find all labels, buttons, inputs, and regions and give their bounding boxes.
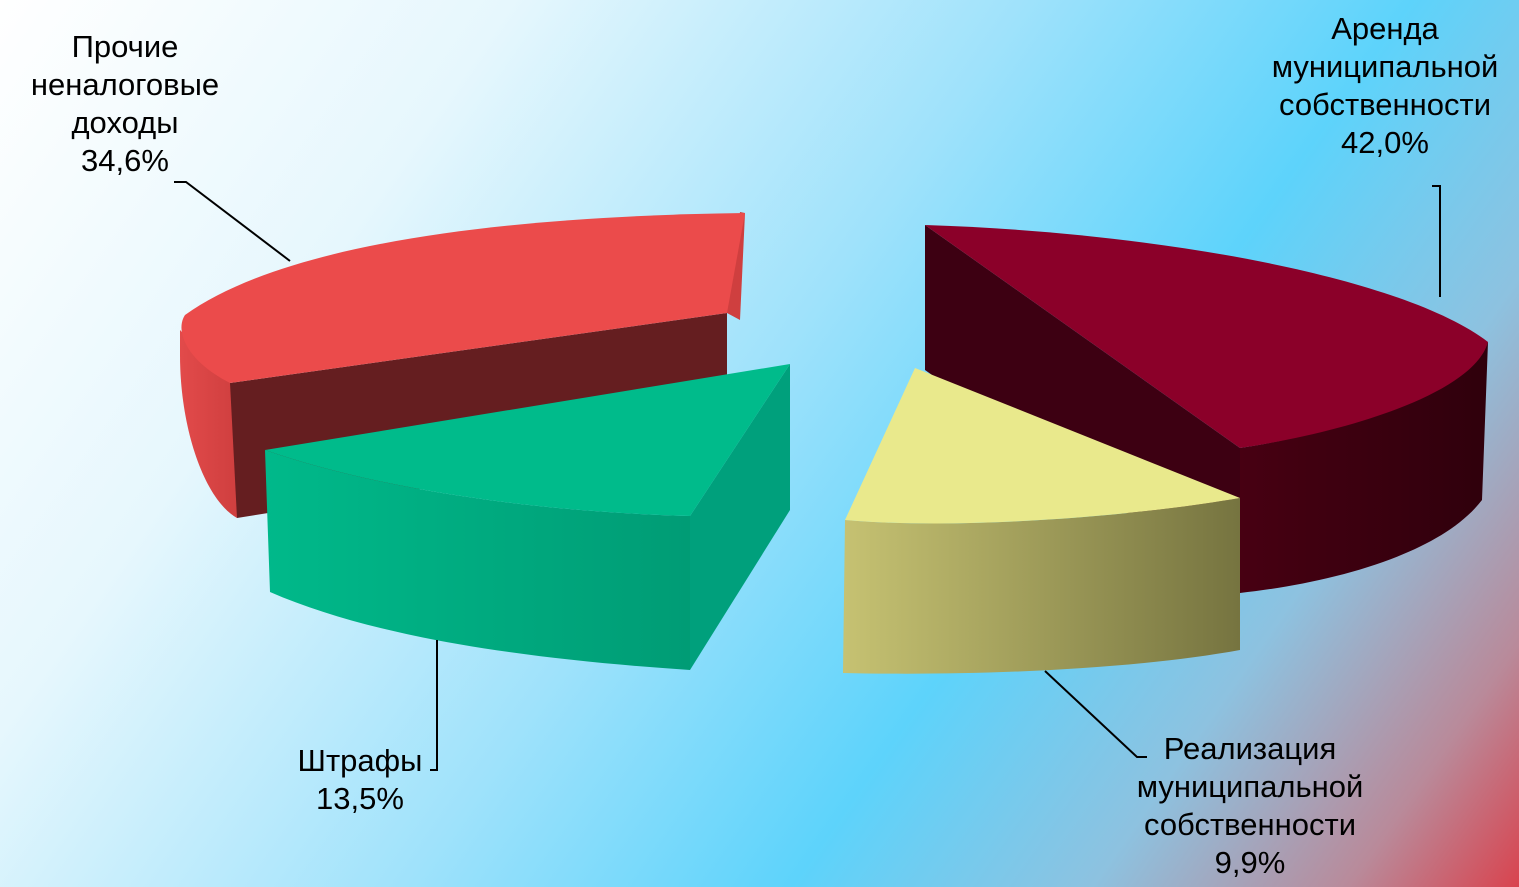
label-sale-line1: Реализация <box>1163 731 1337 766</box>
label-other-nontax: Прочие неналоговые доходы 34,6% <box>0 28 250 180</box>
label-rent-line1: Аренда <box>1331 11 1439 46</box>
slice-rent-top <box>925 225 1488 448</box>
leader-line-rent <box>1432 185 1441 297</box>
label-sale-line3: собственности <box>1143 807 1357 842</box>
leader-line-sale <box>1044 670 1147 758</box>
label-fines-line1: Штрафы <box>297 743 423 778</box>
slice-fines <box>265 364 790 670</box>
label-fines: Штрафы 13,5% <box>280 742 440 818</box>
leader-line-other-nontax <box>174 181 291 262</box>
slice-sale <box>843 368 1240 674</box>
label-other-nontax-line2: неналоговые <box>30 67 220 102</box>
label-fines-value: 13,5% <box>316 781 404 816</box>
slice-fines-inner <box>690 364 790 670</box>
label-rent-value: 42,0% <box>1341 125 1429 160</box>
slice-sale-side <box>843 498 1240 674</box>
label-sale-value: 9,9% <box>1214 845 1286 880</box>
label-rent: Аренда муниципальной собственности 42,0% <box>1255 10 1515 162</box>
label-other-nontax-value: 34,6% <box>81 143 169 178</box>
slice-fines-side <box>265 450 690 670</box>
label-sale-line2: муниципальной <box>1136 769 1364 804</box>
leader-line-fines <box>430 640 438 771</box>
label-other-nontax-line3: доходы <box>71 105 179 140</box>
label-rent-line2: муниципальной <box>1271 49 1499 84</box>
label-rent-line3: собственности <box>1278 87 1492 122</box>
slice-other-nontax-top <box>181 213 746 383</box>
slice-other-nontax-edge <box>727 212 745 320</box>
label-other-nontax-line1: Прочие <box>71 29 179 64</box>
slice-sale-top <box>845 368 1240 524</box>
slice-fines-top <box>265 364 790 516</box>
slice-rent-side <box>1240 342 1488 593</box>
label-sale: Реализация муниципальной собственности 9… <box>1110 730 1390 882</box>
